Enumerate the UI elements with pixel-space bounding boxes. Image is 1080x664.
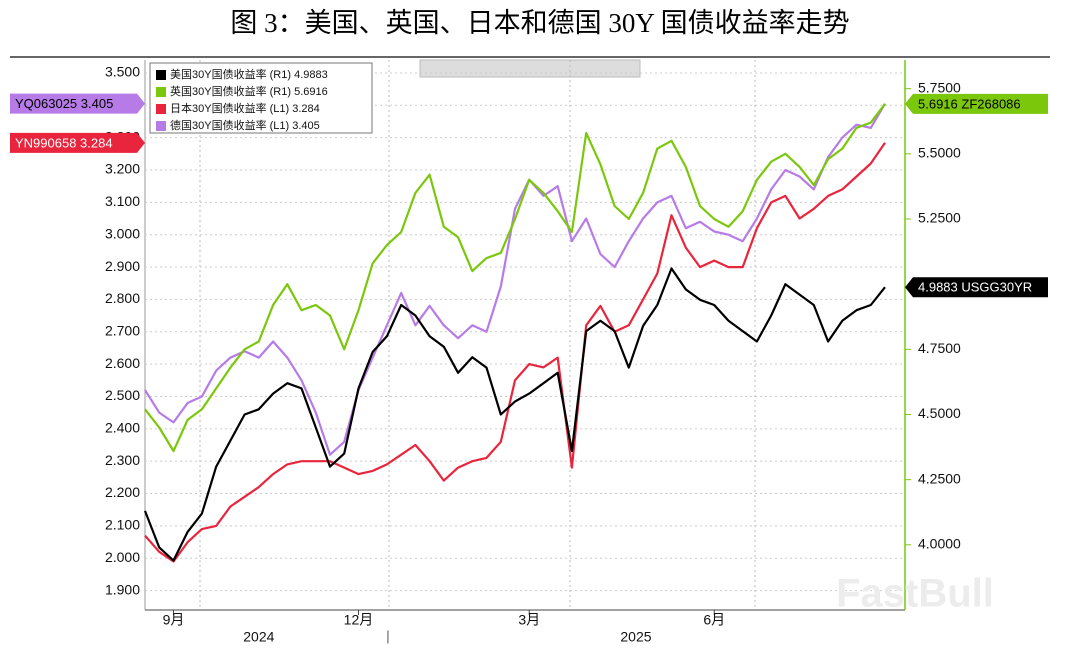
y-tick-label: 2.800 bbox=[105, 290, 140, 306]
tag-box bbox=[10, 93, 145, 114]
year-label: 2024 bbox=[243, 629, 274, 645]
v-grid bbox=[199, 60, 756, 610]
series-line bbox=[144, 103, 886, 456]
tag-box bbox=[905, 93, 1048, 114]
y2-tick-label: 4.5000 bbox=[918, 405, 961, 421]
x-tick-label: 3月 bbox=[518, 612, 540, 628]
legend-label: 日本30Y国债收益率 (L1) 3.284 bbox=[170, 101, 320, 115]
x-tick-label: 9月 bbox=[163, 612, 185, 628]
y-tick-label: 3.000 bbox=[105, 225, 140, 241]
legend-label: 德国30Y国债收益率 (L1) 3.405 bbox=[170, 118, 320, 132]
y-tick-label: 3.500 bbox=[105, 64, 140, 80]
year-divider: | bbox=[386, 628, 390, 644]
y-tick-label: 3.100 bbox=[105, 193, 140, 209]
y-tick-label: 2.100 bbox=[105, 517, 140, 533]
legend-swatch bbox=[156, 104, 166, 114]
y2-tick-label: 5.2500 bbox=[918, 210, 961, 226]
y-tick-label: 2.400 bbox=[105, 420, 140, 436]
y2-tick-label: 4.7500 bbox=[918, 340, 961, 356]
y-tick-label: 2.000 bbox=[105, 549, 140, 565]
chart-title: 图 3：美国、英国、日本和德国 30Y 国债收益率走势 bbox=[230, 8, 849, 38]
watermark: FastBull bbox=[836, 572, 994, 616]
end-tag: 5.6916 ZF268086 bbox=[905, 93, 1048, 114]
legend-label: 英国30Y国债收益率 (R1) 5.6916 bbox=[170, 84, 328, 98]
y-tick-label: 2.500 bbox=[105, 387, 140, 403]
y-tick-label: 2.200 bbox=[105, 484, 140, 500]
legend-swatch bbox=[156, 70, 166, 80]
legend-swatch bbox=[156, 121, 166, 131]
end-tag: YN990658 3.284 bbox=[10, 132, 145, 153]
y-tick-label: 2.600 bbox=[105, 355, 140, 371]
end-tag: YQ063025 3.405 bbox=[10, 93, 145, 114]
tag-label: YN990658 3.284 bbox=[15, 135, 113, 150]
x-tick-label: 12月 bbox=[344, 612, 374, 628]
tag-label: 5.6916 ZF268086 bbox=[918, 96, 1021, 111]
legend-swatch bbox=[156, 87, 166, 97]
legend-label: 美国30Y国债收益率 (R1) 4.9883 bbox=[170, 67, 328, 81]
tag-label: YQ063025 3.405 bbox=[15, 96, 113, 111]
series-line bbox=[144, 103, 886, 453]
legend: 美国30Y国债收益率 (R1) 4.9883 英国30Y国债收益率 (R1) 5.… bbox=[149, 62, 373, 134]
tag-box bbox=[905, 277, 1048, 298]
y-tick-label: 1.900 bbox=[105, 581, 140, 597]
toolbar bbox=[419, 59, 641, 78]
tag-label: 4.9883 USGG30YR bbox=[918, 280, 1032, 295]
y2-tick-label: 5.5000 bbox=[918, 145, 961, 161]
year-label: 2025 bbox=[620, 629, 651, 645]
y2-tick-label: 4.2500 bbox=[918, 470, 961, 486]
y-tick-label: 2.900 bbox=[105, 258, 140, 274]
series-line bbox=[143, 267, 886, 562]
x-tick-label: 6月 bbox=[703, 612, 725, 628]
y2-tick-label: 4.0000 bbox=[918, 536, 961, 552]
series-line bbox=[144, 142, 886, 563]
legend-box bbox=[149, 62, 373, 134]
end-tag: 4.9883 USGG30YR bbox=[905, 277, 1048, 298]
y-tick-label: 3.200 bbox=[105, 161, 140, 177]
y-tick-label: 2.700 bbox=[105, 322, 140, 338]
tag-box bbox=[10, 132, 145, 153]
y-tick-label: 2.300 bbox=[105, 452, 140, 468]
y2-tick-label: 5.7500 bbox=[918, 79, 961, 95]
